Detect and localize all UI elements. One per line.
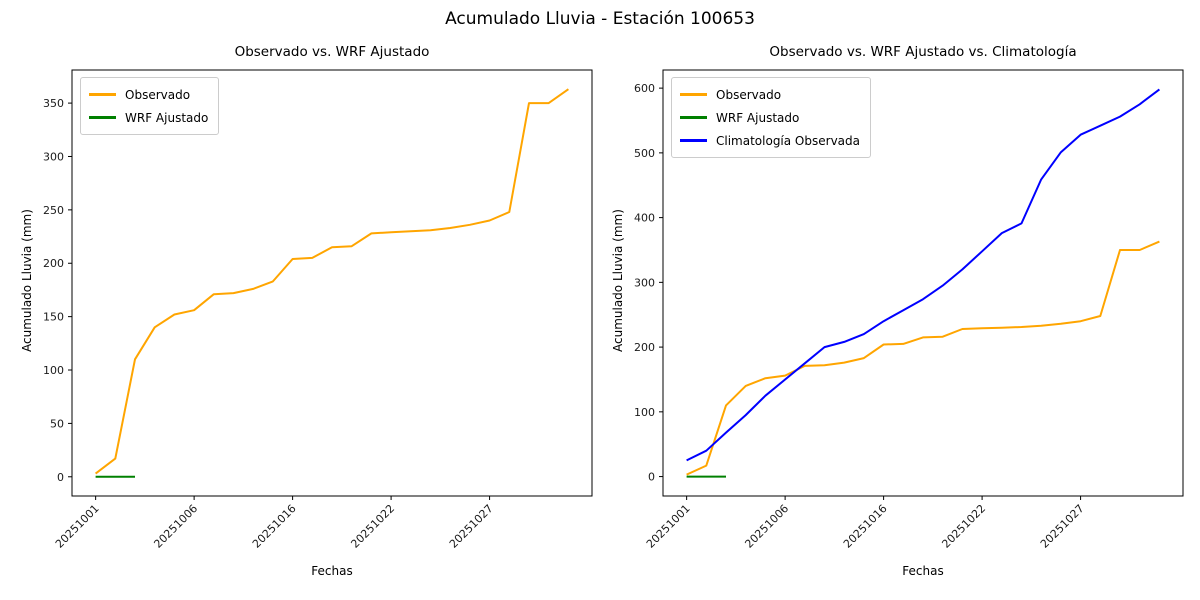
- left-y-tick-label: 100: [43, 364, 64, 377]
- legend-item-climatologia-observada: Climatología Observada: [680, 129, 860, 152]
- right-line-observado: [686, 240, 1160, 476]
- right-line-climatolog-a-observada: [686, 88, 1161, 462]
- left-plot-legend: Observado WRF Ajustado: [80, 77, 220, 135]
- left-y-tick-label: 50: [50, 417, 64, 430]
- left-x-tick-label: 20251006: [151, 502, 200, 551]
- right-y-tick-label: 300: [634, 276, 655, 289]
- figure-title: Acumulado Lluvia - Estación 100653: [445, 9, 755, 29]
- legend-item-observado: Observado: [680, 83, 860, 106]
- climatologia-line-swatch: [680, 139, 707, 142]
- legend-label: Climatología Observada: [716, 133, 860, 148]
- right-plot-frame: [662, 69, 1184, 497]
- legend-label: Observado: [716, 87, 782, 102]
- left-plot-title: Observado vs. WRF Ajustado: [234, 44, 430, 60]
- right-x-tick-label: 20251006: [742, 502, 791, 551]
- left-x-tick-label: 20251027: [447, 502, 496, 551]
- right-y-tick-label: 100: [634, 406, 655, 419]
- right-y-tick-label: 500: [634, 147, 655, 160]
- legend-label: WRF Ajustado: [716, 110, 800, 125]
- right-x-tick-label: 20251001: [644, 502, 693, 551]
- wrf-line-swatch: [680, 116, 707, 119]
- right-y-tick-label: 200: [634, 341, 655, 354]
- left-x-tick-label: 20251001: [53, 502, 102, 551]
- legend-item-wrf-ajustado: WRF Ajustado: [680, 106, 860, 129]
- right-x-tick-label: 20251022: [939, 502, 988, 551]
- right-x-tick-label: 20251027: [1038, 502, 1087, 551]
- left-y-tick-label: 0: [57, 471, 64, 484]
- left-plot-frame: [71, 69, 593, 497]
- legend-item-observado: Observado: [89, 83, 208, 106]
- wrf-line-swatch: [89, 116, 116, 119]
- left-y-tick-label: 150: [43, 311, 64, 324]
- right-plot-legend: Observado WRF Ajustado Climatología Obse…: [671, 77, 871, 158]
- legend-item-wrf-ajustado: WRF Ajustado: [89, 106, 208, 129]
- left-x-axis-label: Fechas: [311, 564, 353, 578]
- right-x-axis-label: Fechas: [902, 564, 944, 578]
- left-y-tick-label: 300: [43, 150, 64, 163]
- left-y-axis-label: Acumulado Lluvia (mm): [20, 209, 34, 352]
- observado-line-swatch: [89, 93, 116, 96]
- legend-label: Observado: [125, 87, 191, 102]
- right-x-tick-label: 20251016: [841, 502, 890, 551]
- left-y-tick-label: 250: [43, 204, 64, 217]
- left-x-tick-label: 20251016: [250, 502, 299, 551]
- observado-line-swatch: [680, 93, 707, 96]
- left-x-tick-label: 20251022: [348, 502, 397, 551]
- right-y-tick-label: 600: [634, 82, 655, 95]
- legend-label: WRF Ajustado: [125, 110, 209, 125]
- left-y-tick-label: 350: [43, 97, 64, 110]
- right-plot-title: Observado vs. WRF Ajustado vs. Climatolo…: [769, 44, 1077, 60]
- left-y-tick-label: 200: [43, 257, 64, 270]
- right-y-tick-label: 0: [648, 471, 655, 484]
- left-line-observado: [94, 88, 569, 475]
- right-y-tick-label: 400: [634, 212, 655, 225]
- right-y-axis-label: Acumulado Lluvia (mm): [611, 209, 625, 352]
